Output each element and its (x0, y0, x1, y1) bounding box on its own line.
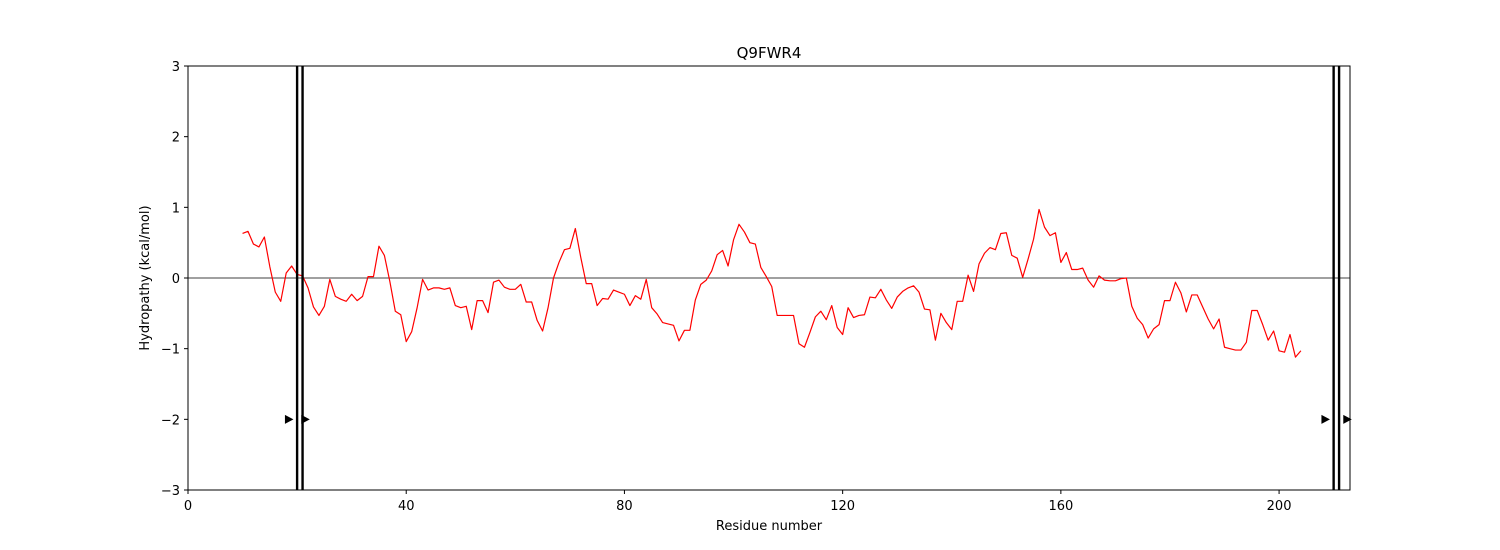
x-tick-label: 200 (1267, 499, 1292, 514)
triangle-marker (1321, 414, 1330, 424)
plot-area (187, 65, 1352, 491)
triangle-marker (284, 414, 294, 424)
series-line-0 (242, 208, 1302, 358)
y-tick-label: 3 (172, 60, 180, 75)
y-tick-label: −2 (161, 413, 180, 428)
y-axis: −3 −2 −1 0 1 2 3 (161, 60, 188, 499)
triangle-marker (1343, 414, 1352, 424)
x-tick-label: 40 (398, 499, 415, 514)
x-tick-label: 120 (830, 499, 855, 514)
x-axis: 0 40 80 120 160 200 (184, 490, 1292, 514)
x-axis-label: Residue number (716, 519, 823, 534)
y-axis-label: Hydropathy (kcal/mol) (138, 205, 153, 350)
triangle-marker (301, 414, 310, 424)
x-tick-label: 80 (616, 499, 633, 514)
chart-title: Q9FWR4 (737, 44, 802, 62)
y-tick-label: −1 (161, 343, 180, 358)
x-tick-label: 0 (184, 499, 192, 514)
x-tick-label: 160 (1048, 499, 1073, 514)
y-tick-label: −3 (161, 484, 180, 499)
y-tick-label: 2 (172, 131, 180, 146)
y-tick-label: 1 (172, 201, 180, 216)
y-tick-label: 0 (172, 272, 180, 287)
